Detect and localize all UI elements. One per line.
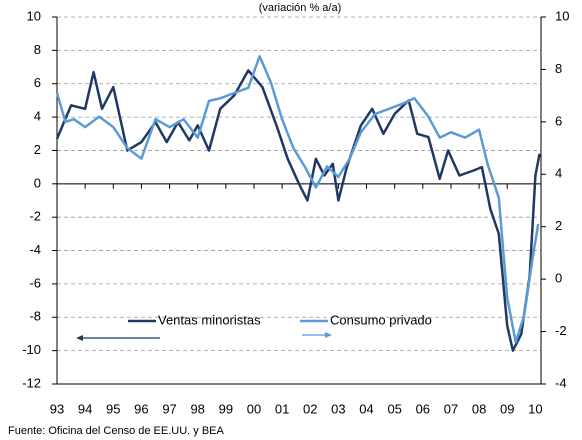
legend-arrow-head [325,332,332,338]
y2-tick-label: 6 [555,113,562,128]
y2-tick-label: 8 [555,61,562,76]
y-tick-label: 2 [34,142,41,157]
chart-subtitle: (variación % a/a) [259,2,342,14]
y-tick-label: -10 [22,342,41,357]
x-tick-label: 10 [528,401,542,416]
x-tick-label: 05 [387,401,401,416]
x-tick-label: 08 [472,401,486,416]
y2-tick-label: -2 [555,323,567,338]
y-tick-label: -8 [29,309,41,324]
x-tick-label: 96 [134,401,148,416]
y-tick-label: 10 [27,8,41,23]
y2-tick-label: 0 [555,271,562,286]
y-tick-label: 4 [34,109,41,124]
y-tick-label: 6 [34,75,41,90]
x-tick-label: 09 [500,401,514,416]
y2-tick-label: 10 [555,8,569,23]
x-tick-label: 97 [162,401,176,416]
y2-tick-label: -4 [555,375,567,390]
y-tick-label: 0 [34,175,41,190]
x-tick-label: 01 [275,401,289,416]
x-tick-label: 03 [331,401,345,416]
y2-tick-label: 4 [555,166,562,181]
x-tick-label: 95 [106,401,120,416]
x-tick-label: 06 [416,401,430,416]
series-line [55,55,540,344]
source-note: Fuente: Oficina del Censo de EE.UU. y BE… [8,425,224,437]
y-tick-label: -4 [29,242,41,257]
x-tick-label: 02 [303,401,317,416]
legend-label: Ventas minoristas [158,312,261,327]
legend-arrow-head [76,335,83,341]
x-tick-label: 04 [359,401,373,416]
x-tick-label: 00 [247,401,261,416]
x-tick-label: 98 [190,401,204,416]
y-tick-label: -6 [29,275,41,290]
x-tick-label: 99 [219,401,233,416]
y-tick-label: -2 [29,209,41,224]
legend-label: Consumo privado [330,312,432,327]
y-tick-label: 8 [34,42,41,57]
series-line [55,69,541,352]
y-tick-label: -12 [22,375,41,390]
x-tick-label: 93 [50,401,64,416]
y2-tick-label: 2 [555,218,562,233]
x-tick-label: 07 [444,401,458,416]
x-tick-label: 94 [78,401,92,416]
